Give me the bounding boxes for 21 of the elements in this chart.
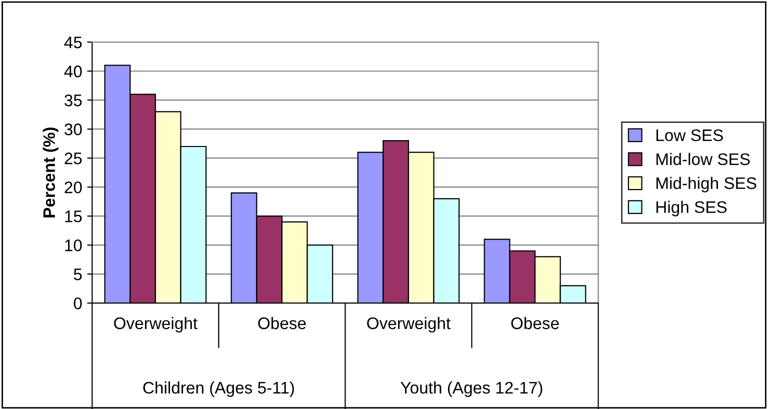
x-tick-label: Overweight bbox=[114, 316, 198, 332]
y-tick-label: 10 bbox=[65, 239, 82, 252]
y-tick-label: 20 bbox=[64, 181, 82, 194]
y-tick-label: 35 bbox=[64, 94, 82, 106]
y-tick-label: 30 bbox=[64, 124, 82, 136]
y-tick-label: 45 bbox=[64, 36, 82, 48]
y-tick-label: 0 bbox=[74, 297, 82, 310]
y-axis-title: Percent (%) bbox=[42, 128, 58, 218]
legend-label: High SES bbox=[656, 200, 727, 216]
legend-label: Mid-high SES bbox=[656, 176, 756, 192]
y-tick-label: 25 bbox=[64, 152, 82, 164]
x-tick-label: Obese bbox=[511, 316, 559, 330]
legend-label: Mid-low SES bbox=[656, 152, 750, 166]
y-tick-label: 15 bbox=[65, 210, 82, 222]
legend-label: Low SES bbox=[656, 129, 723, 142]
y-tick-label: 40 bbox=[64, 66, 82, 78]
x-tick-label: Overweight bbox=[367, 316, 451, 332]
text: Children (Ages 5-11) bbox=[143, 381, 294, 397]
x-tick-label: Obese bbox=[258, 316, 306, 330]
y-tick-label: 5 bbox=[74, 268, 82, 280]
text: Youth (Ages 12-17) bbox=[400, 381, 542, 397]
